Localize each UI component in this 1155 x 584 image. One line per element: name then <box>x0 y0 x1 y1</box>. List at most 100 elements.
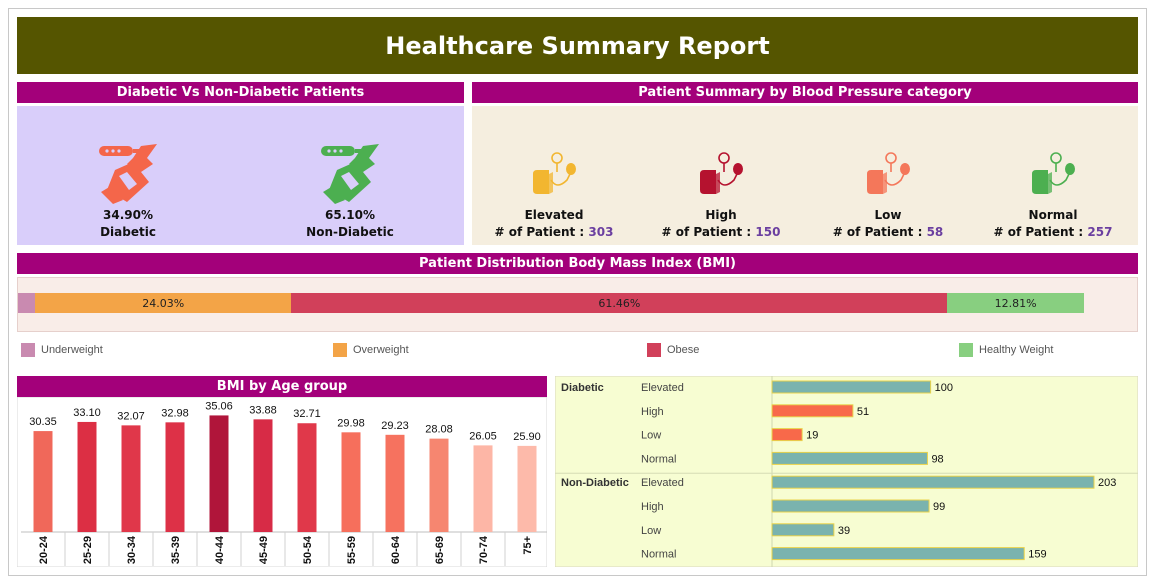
bp-elevated-icon <box>533 152 576 194</box>
age-value-label: 33.88 <box>249 404 277 416</box>
age-bar-25-29 <box>77 421 97 532</box>
bmi-age-chart: 30.35 20-24 33.10 25-29 32.07 30-34 32.98 35-39… <box>17 397 547 567</box>
diabetic-kpi: 34.90% Diabetic <box>78 207 178 241</box>
bp-count-label: # of Patient : <box>832 225 927 239</box>
bar-value-label: 19 <box>806 430 818 442</box>
group-label-diabetic: Diabetic <box>561 382 604 394</box>
category-label: High <box>641 406 664 418</box>
age-bar-65-69 <box>429 438 449 532</box>
age-bar-35-39 <box>165 422 185 532</box>
bp-high-icon <box>700 152 743 194</box>
bp-count-value: 303 <box>588 225 614 239</box>
bp-diabetes-chart: Diabetic Elevated 100 High 51 Low 19 Normal 98 No… <box>555 376 1138 567</box>
bar-diabetic-normal <box>771 451 928 465</box>
age-value-label: 25.90 <box>513 431 541 443</box>
diabetic-panel <box>17 106 464 245</box>
category-label: Low <box>641 525 661 537</box>
age-value-label: 30.35 <box>29 416 57 428</box>
bp-category-name: Low <box>874 208 902 222</box>
age-tick-label: 20-24 <box>38 535 50 564</box>
age-tick-label: 35-39 <box>170 536 182 564</box>
age-bar-75+ <box>517 445 537 532</box>
age-tick-label: 75+ <box>522 536 534 555</box>
age-tick-label: 65-69 <box>434 536 446 564</box>
category-label: Low <box>641 430 661 442</box>
bar-non-diabetic-low <box>771 523 835 537</box>
bp-high: High # of Patient : 150 <box>646 207 796 241</box>
bp-count-value: 150 <box>755 225 781 239</box>
age-tick-label: 40-44 <box>214 535 226 564</box>
age-tick-label: 55-59 <box>346 536 358 564</box>
bp-count-line: # of Patient : 58 <box>813 224 963 241</box>
non-diabetic-kpi: 65.10% Non-Diabetic <box>290 207 410 241</box>
bp-elevated: Elevated # of Patient : 303 <box>479 207 629 241</box>
bmi-segment-overweight: 24.03% <box>35 293 292 313</box>
legend-item-obese: Obese <box>647 343 699 357</box>
legend-swatch <box>21 343 35 357</box>
category-label: Elevated <box>641 382 684 394</box>
age-chart-background <box>17 397 547 567</box>
diabetic-section-title: Diabetic Vs Non-Diabetic Patients <box>17 82 464 103</box>
age-section-title: BMI by Age group <box>17 376 547 397</box>
age-tick-label: 50-54 <box>302 535 314 564</box>
bar-diabetic-high <box>771 404 854 418</box>
bp-count-label: # of Patient : <box>494 225 589 239</box>
bar-value-label: 100 <box>935 382 953 394</box>
bar-non-diabetic-elevated <box>771 475 1095 489</box>
age-bar-40-44 <box>209 415 229 532</box>
bmi-section-title: Patient Distribution Body Mass Index (BM… <box>17 253 1138 274</box>
bmi-segment-healthy-weight: 12.81% <box>947 293 1084 313</box>
legend-label: Overweight <box>353 344 409 356</box>
category-label: High <box>641 501 664 513</box>
bp-count-value: 257 <box>1087 225 1113 239</box>
age-tick-label: 30-34 <box>126 535 138 564</box>
age-value-label: 33.10 <box>73 407 101 419</box>
category-label: Normal <box>641 549 676 561</box>
age-bar-70-74 <box>473 445 493 532</box>
diabetic-pct: 34.90% <box>103 208 153 222</box>
bp-count-value: 58 <box>926 225 944 239</box>
bp-category-name: High <box>705 208 737 222</box>
bar-value-label: 203 <box>1098 477 1116 489</box>
bar-value-label: 51 <box>857 406 869 418</box>
bar-non-diabetic-high <box>771 499 930 513</box>
legend-label: Obese <box>667 344 700 356</box>
age-value-label: 28.08 <box>425 424 453 436</box>
non-diabetic-pct: 65.10% <box>325 208 375 222</box>
bp-category-name: Normal <box>1028 208 1078 222</box>
bp-count-line: # of Patient : 150 <box>646 224 796 241</box>
age-bar-60-64 <box>385 434 405 532</box>
age-bar-30-34 <box>121 425 141 532</box>
legend-swatch <box>647 343 661 357</box>
age-value-label: 35.06 <box>205 400 233 412</box>
age-bar-20-24 <box>33 431 53 532</box>
legend-item-healthy-weight: Healthy Weight <box>959 343 1053 357</box>
group-label-non-diabetic: Non-Diabetic <box>561 477 629 489</box>
age-value-label: 29.98 <box>337 417 365 429</box>
bar-diabetic-elevated <box>771 380 932 394</box>
category-label: Normal <box>641 453 676 465</box>
age-tick-label: 45-49 <box>258 536 270 564</box>
bp-normal-icon <box>1032 152 1075 194</box>
age-tick-label: 70-74 <box>478 535 490 564</box>
bmi-segment-underweight <box>18 293 36 313</box>
age-bar-45-49 <box>253 419 273 532</box>
bp-section-title: Patient Summary by Blood Pressure catego… <box>472 82 1138 103</box>
bp-low-icon <box>867 152 910 194</box>
bar-value-label: 39 <box>838 525 850 537</box>
bmi-segment-obese: 61.46% <box>291 293 948 313</box>
diabetic-glucometer-icon <box>99 144 157 204</box>
age-bar-55-59 <box>341 432 361 532</box>
legend-swatch <box>333 343 347 357</box>
bar-value-label: 159 <box>1028 549 1046 561</box>
age-value-label: 26.05 <box>469 430 497 442</box>
legend-label: Underweight <box>41 344 103 356</box>
bp-count-label: # of Patient : <box>993 225 1088 239</box>
bar-non-diabetic-normal <box>771 547 1025 561</box>
bp-category-name: Elevated <box>524 208 584 222</box>
bp-count-label: # of Patient : <box>661 225 756 239</box>
age-value-label: 32.07 <box>117 410 145 422</box>
age-value-label: 32.98 <box>161 407 189 419</box>
bar-value-label: 98 <box>931 453 943 465</box>
diabetic-label: Diabetic <box>100 225 156 239</box>
